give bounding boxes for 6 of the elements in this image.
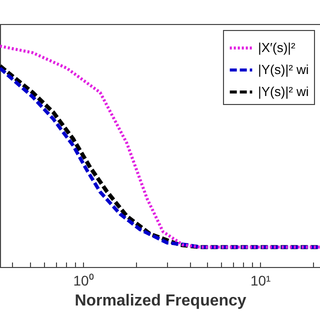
x-tick-label: 10¹ bbox=[250, 272, 272, 288]
x-tick-label: 10⁰ bbox=[73, 272, 94, 288]
legend-label: |Y(s)|² wi bbox=[258, 62, 309, 77]
x-axis-title: Normalized Frequency bbox=[74, 292, 246, 310]
legend-label: |Y(s)|² wi bbox=[258, 84, 309, 99]
legend-label: |X′(s)|² bbox=[258, 40, 296, 55]
